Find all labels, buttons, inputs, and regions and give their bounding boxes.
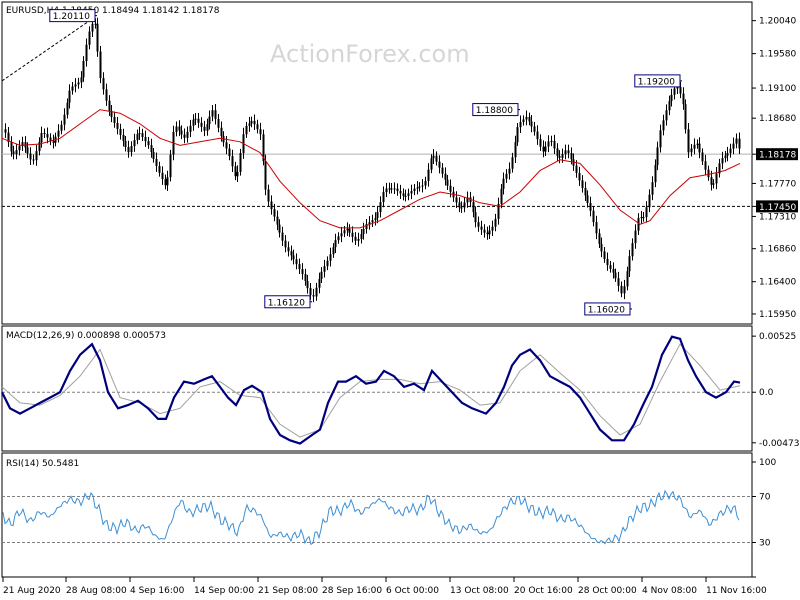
rsi-tick-label: 100 (759, 458, 776, 468)
annotation-label: 1.20110 (53, 12, 90, 22)
price-pane-frame (1, 1, 753, 325)
annotation-box (634, 74, 681, 88)
axis-price-label: 1.18178 (759, 151, 796, 161)
rsi-header: RSI(14) 50.5481 (6, 459, 79, 469)
x-tick-label: 28 Oct 00:00 (578, 586, 637, 596)
macd-tick-label: 0.00525 (759, 332, 796, 342)
x-tick-label: 28 Sep 16:00 (322, 586, 382, 596)
macd-signal-line (1, 343, 741, 438)
axis-price-box (756, 200, 798, 213)
price-tick-label: 1.16860 (759, 245, 796, 255)
annotation-label: 1.16020 (588, 305, 625, 315)
price-header: EURUSD,H4 1.18450 1.18494 1.18142 1.1817… (6, 6, 220, 16)
axis-price-box (756, 148, 798, 161)
x-tick-label: 21 Aug 2020 (3, 586, 61, 596)
price-tick-label: 1.19580 (759, 50, 796, 60)
x-axis: 21 Aug 2020 28 Aug 08:00 4 Sep 16:00 14 Sep… (2, 577, 767, 596)
price-tick-label: 1.17310 (759, 212, 796, 222)
annotation-box (584, 302, 631, 316)
price-layer: 1.20040 1.19580 1.19100 1.18680 1.17770 1.173… (1, 9, 798, 320)
x-tick-label: 4 Nov 08:00 (642, 586, 697, 596)
macd-tick-label: 0.0 (759, 388, 774, 398)
price-tick-label: 1.19100 (759, 84, 796, 94)
rsi-line (2, 489, 740, 546)
price-tick-label: 1.16400 (759, 278, 796, 288)
x-tick-label: 11 Nov 16:00 (706, 586, 767, 596)
macd-header: MACD(12,26,9) 0.000898 0.000573 (6, 331, 166, 341)
trend-line (1, 15, 98, 82)
rsi-pane-frame (1, 452, 753, 578)
x-tick-label: 14 Sep 00:00 (194, 586, 254, 596)
x-tick-label: 13 Oct 08:00 (450, 586, 509, 596)
x-tick-label: 20 Oct 16:00 (514, 586, 573, 596)
axis-price-label: 1.17450 (759, 203, 796, 213)
annotation-label: 1.18800 (476, 106, 513, 116)
x-tick-label: 4 Sep 16:00 (130, 586, 185, 596)
x-tick-label: 21 Sep 08:00 (258, 586, 318, 596)
price-tick-label: 1.15950 (759, 310, 796, 320)
x-tick-label: 28 Aug 08:00 (66, 586, 127, 596)
price-tick-label: 1.20040 (759, 17, 796, 27)
rsi-layer: 100 70 30 (2, 458, 776, 578)
annotation-label: 1.19200 (638, 77, 675, 87)
watermark: ActionForex.com (270, 40, 470, 68)
annotation-label: 1.16120 (268, 298, 305, 308)
macd-pane-frame (1, 325, 753, 452)
x-tick-label: 6 Oct 00:00 (386, 586, 439, 596)
macd-tick-label: -0.004732 (759, 439, 800, 449)
price-tick-label: 1.17770 (759, 179, 796, 189)
macd-line (1, 335, 741, 445)
rsi-tick-label: 30 (759, 539, 771, 549)
macd-layer: 0.00525 0.0 -0.004732 (1, 332, 800, 449)
rsi-tick-label: 70 (759, 493, 771, 503)
annotation-box (49, 9, 96, 23)
moving-average-line (1, 109, 741, 229)
annotation-box (472, 103, 519, 117)
annotation-box (264, 295, 311, 309)
price-tick-label: 1.18680 (759, 114, 796, 124)
